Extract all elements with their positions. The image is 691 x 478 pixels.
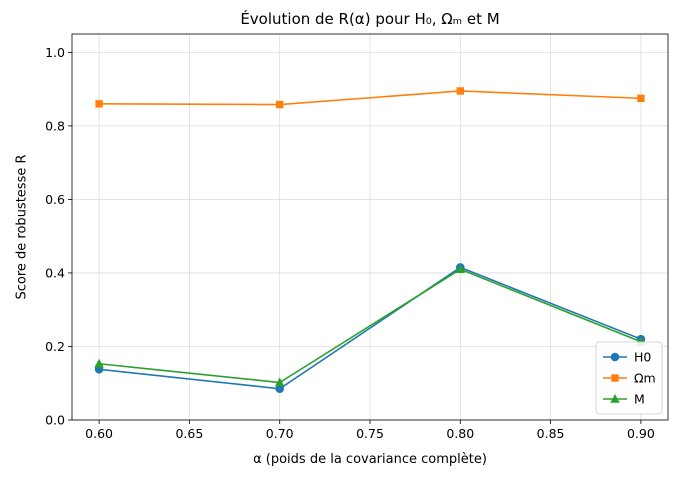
x-tick-label: 0.65 <box>175 426 203 441</box>
y-axis-title: Score de robustesse R <box>15 154 30 299</box>
legend-label: M <box>634 392 645 407</box>
series-1 <box>95 87 645 109</box>
x-tick-label: 0.60 <box>85 426 113 441</box>
legend: H0 Ωm M <box>595 341 663 415</box>
series-layer <box>94 87 646 394</box>
data-point <box>94 358 104 368</box>
series-line <box>99 90 641 106</box>
y-tick-label: 0.4 <box>45 265 65 280</box>
x-tick-label: 0.80 <box>446 426 474 441</box>
x-tick-label: 0.85 <box>537 426 565 441</box>
legend-item: M <box>603 392 645 407</box>
legend-label: H0 <box>634 350 651 365</box>
legend-marker <box>610 394 620 403</box>
legend-marker <box>611 374 619 382</box>
x-tick-label: 0.70 <box>266 426 294 441</box>
data-point <box>95 100 103 108</box>
series-2 <box>94 264 646 387</box>
y-tick-label: 1.0 <box>45 45 65 60</box>
legend-label: Ωm <box>634 371 656 386</box>
x-tick-label: 0.90 <box>627 426 655 441</box>
y-axis: 0.0 0.2 0.4 0.6 0.8 1.0 <box>45 45 72 428</box>
y-tick-label: 0.8 <box>45 118 65 133</box>
x-axis-title: α (poids de la covariance complète) <box>253 452 487 467</box>
y-tick-label: 0.0 <box>45 413 65 428</box>
legend-item: H0 <box>603 350 651 365</box>
data-point <box>275 100 284 109</box>
data-point <box>275 384 284 394</box>
y-tick-label: 0.6 <box>45 192 65 207</box>
data-point <box>637 94 645 103</box>
series-line <box>99 266 642 390</box>
legend-marker <box>610 352 620 362</box>
chart-title: Évolution de R(α) pour H₀, Ωₘ et M <box>240 9 499 28</box>
legend-item: Ωm <box>603 371 656 386</box>
data-point <box>455 264 466 274</box>
data-point <box>456 87 465 95</box>
series-line <box>99 268 642 384</box>
data-point <box>274 377 285 387</box>
x-axis: 0.60 0.65 0.70 0.75 0.80 0.85 0.90 <box>85 420 655 441</box>
grid <box>72 34 668 421</box>
y-tick-label: 0.2 <box>45 339 65 354</box>
x-tick-label: 0.75 <box>356 426 384 441</box>
